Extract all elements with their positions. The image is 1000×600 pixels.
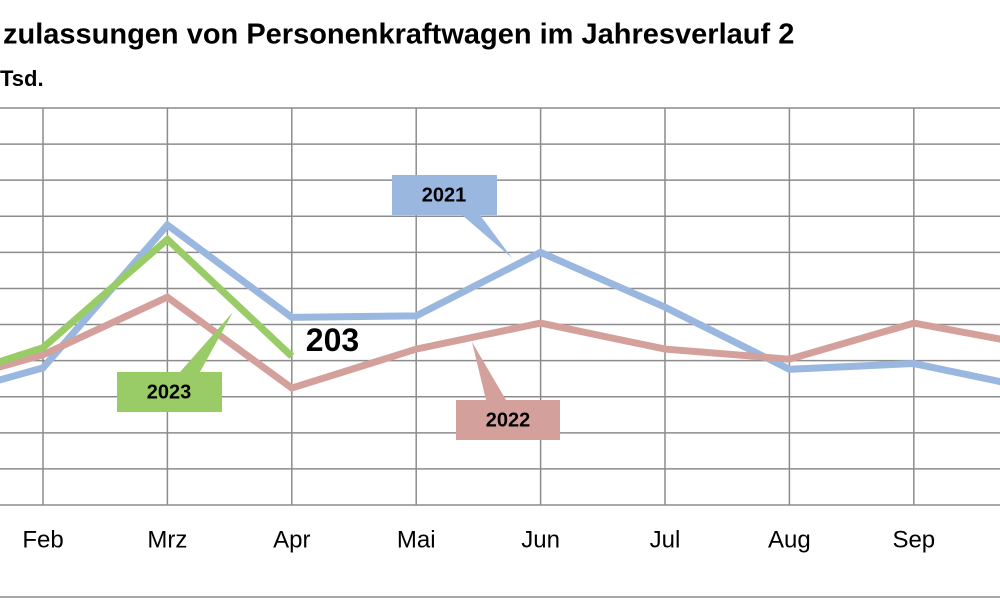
x-tick-label: Jul — [650, 526, 681, 553]
x-tick-label: Mai — [397, 526, 436, 553]
chart-subtitle: Tsd. — [0, 66, 44, 91]
x-tick-label: Jun — [521, 526, 560, 553]
x-tick-label: Feb — [22, 526, 63, 553]
x-tick-label: Sep — [892, 526, 935, 553]
chart-title: zulassungen von Personenkraftwagen im Ja… — [3, 19, 794, 51]
series-line — [0, 234, 295, 366]
legend-callout — [456, 342, 560, 440]
legend-callout — [392, 175, 512, 258]
x-tick-label: Mrz — [147, 526, 187, 553]
x-tick-label: Apr — [273, 526, 310, 553]
legend-label: 2021 — [422, 184, 467, 206]
x-tick-label: Aug — [768, 526, 811, 553]
data-label: 203 — [306, 322, 359, 358]
series-line — [0, 293, 1000, 392]
legend-label: 2023 — [147, 381, 192, 403]
legend-callout — [117, 312, 233, 412]
legend-label: 2022 — [486, 409, 531, 431]
